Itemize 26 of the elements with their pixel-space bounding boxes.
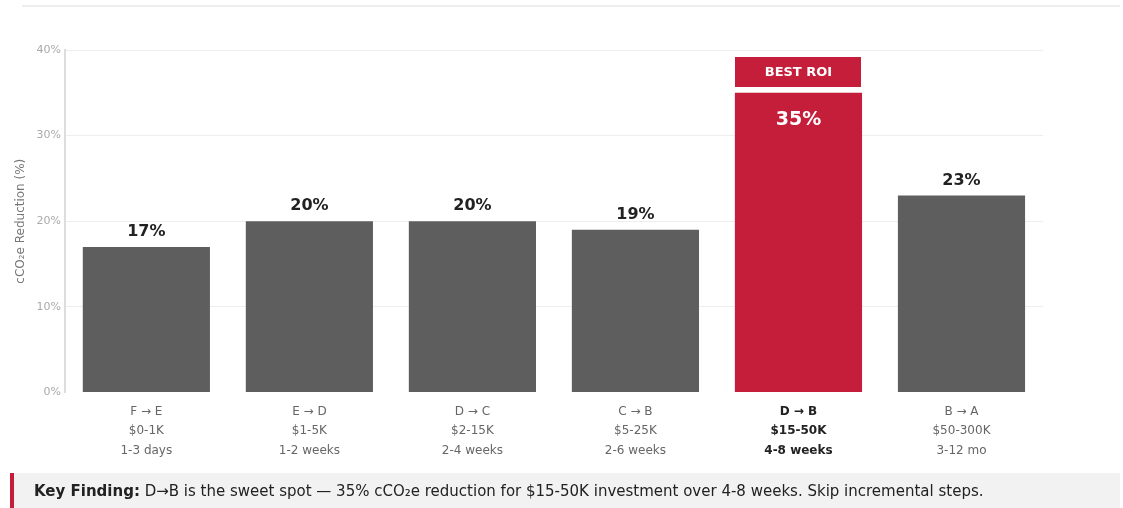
data-label: 17% (127, 221, 166, 241)
bar (734, 92, 863, 392)
data-label: 20% (453, 195, 492, 215)
bar (408, 221, 536, 392)
y-tick-label: 30% (36, 128, 61, 142)
text: Key Finding: D→B is the sweet spot — 35% cCO₂e reduction for $15-50K investment over 4-8 weeks. Skip incremental steps. (10, 473, 1120, 508)
x-tick-label: D → B $15-50K 4-8 weeks (764, 404, 833, 457)
x-tick-label: D → C $2-15K 2-4 weeks (441, 404, 504, 457)
x-tick-label: F → E $0-1K 1-3 days (120, 404, 173, 457)
data-label: 19% (616, 203, 655, 223)
bar (82, 246, 210, 392)
y-tick-label: 40% (36, 42, 61, 56)
y-axis-title: cCO₂e Reduction (%) (13, 158, 28, 284)
x-tick-label: E → D $1-5K 1-2 weeks (278, 404, 340, 457)
badge: BEST ROI (735, 56, 862, 87)
data-label: 23% (942, 169, 981, 189)
bar (571, 229, 700, 392)
data-label: 35% (775, 107, 822, 130)
bar (245, 221, 373, 392)
x-tick-label: B → A $50-300K 3-12 mo (932, 404, 992, 457)
y-tick-label: 10% (36, 299, 61, 313)
data-label: 20% (290, 195, 329, 215)
x-tick-label: C → B $5-25K 2-6 weeks (604, 404, 667, 457)
y-tick-label: 20% (36, 214, 61, 228)
y-tick-label: 0% (43, 385, 61, 399)
bar (897, 195, 1026, 392)
